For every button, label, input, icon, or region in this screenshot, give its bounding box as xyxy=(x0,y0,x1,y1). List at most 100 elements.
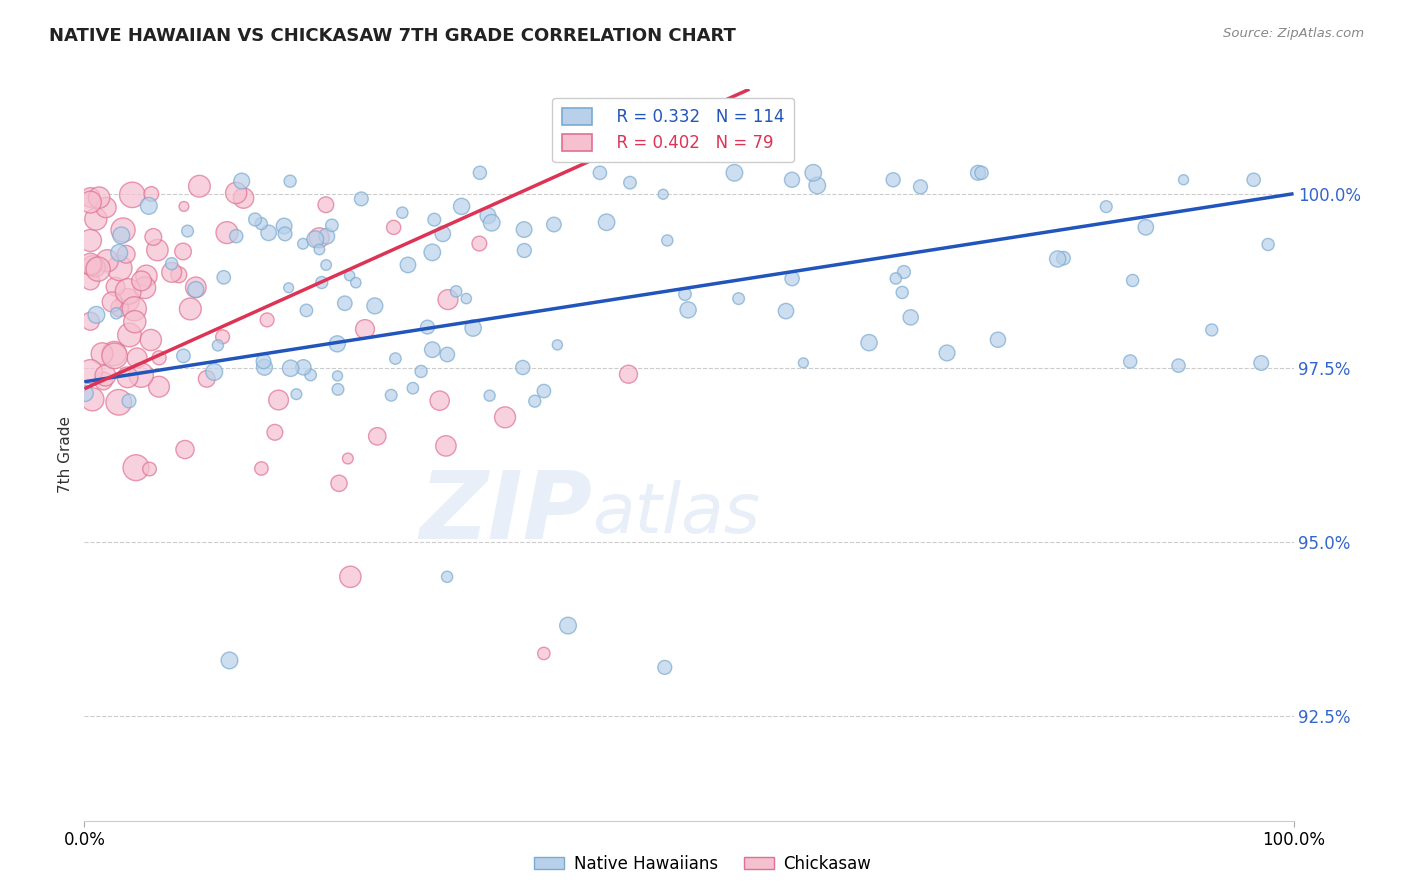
Point xyxy=(806,178,828,193)
Point xyxy=(1243,173,1265,187)
Point xyxy=(125,460,148,475)
Point xyxy=(278,174,301,188)
Point xyxy=(277,281,299,295)
Point xyxy=(420,245,443,260)
Point xyxy=(557,618,579,632)
Point xyxy=(619,176,641,190)
Point xyxy=(84,212,107,227)
Point xyxy=(336,451,359,466)
Point xyxy=(444,285,467,299)
Point xyxy=(882,173,904,187)
Point xyxy=(339,268,361,283)
Point xyxy=(723,166,745,180)
Point xyxy=(1119,354,1142,368)
Point xyxy=(225,229,247,244)
Point xyxy=(315,229,337,244)
Point xyxy=(533,384,555,398)
Point xyxy=(328,476,350,491)
Point xyxy=(267,392,290,407)
Point xyxy=(987,333,1010,347)
Point xyxy=(1250,356,1272,370)
Point xyxy=(402,381,425,395)
Point xyxy=(79,365,101,379)
Point xyxy=(617,368,640,382)
Point xyxy=(792,356,814,370)
Point xyxy=(103,346,125,360)
Point xyxy=(513,244,536,258)
Point xyxy=(344,276,367,290)
Point xyxy=(142,230,165,244)
Point xyxy=(1122,273,1144,287)
Point xyxy=(108,245,131,260)
Point xyxy=(112,223,135,237)
Point xyxy=(134,281,156,295)
Point xyxy=(202,365,225,379)
Point xyxy=(321,219,343,233)
Point xyxy=(311,276,333,290)
Point xyxy=(1201,323,1223,337)
Point xyxy=(211,330,233,344)
Point xyxy=(108,261,131,276)
Point xyxy=(364,299,387,313)
Point xyxy=(101,295,124,310)
Point xyxy=(292,360,315,375)
Point xyxy=(900,310,922,325)
Point xyxy=(315,258,337,272)
Point xyxy=(117,293,139,308)
Point xyxy=(256,313,278,327)
Point xyxy=(121,187,143,202)
Point xyxy=(780,271,803,285)
Point xyxy=(437,293,460,307)
Point xyxy=(96,253,118,268)
Point xyxy=(264,425,287,440)
Point xyxy=(970,166,993,180)
Point xyxy=(94,201,117,215)
Point xyxy=(461,321,484,335)
Point xyxy=(308,231,330,245)
Point xyxy=(195,372,218,386)
Point xyxy=(135,268,157,283)
Point xyxy=(243,212,266,227)
Point xyxy=(79,314,101,328)
Point xyxy=(280,361,302,376)
Y-axis label: 7th Grade: 7th Grade xyxy=(58,417,73,493)
Point xyxy=(304,232,326,246)
Point xyxy=(173,199,195,213)
Point xyxy=(295,303,318,318)
Point xyxy=(125,351,148,365)
Point xyxy=(257,226,280,240)
Point xyxy=(657,234,679,248)
Point xyxy=(138,462,160,476)
Point xyxy=(333,296,356,310)
Point xyxy=(481,216,503,230)
Point xyxy=(89,191,111,205)
Point xyxy=(468,166,491,180)
Point xyxy=(115,247,138,261)
Point xyxy=(167,268,190,282)
Point xyxy=(967,166,990,180)
Point xyxy=(148,380,170,394)
Point xyxy=(172,244,194,259)
Point xyxy=(382,220,405,235)
Point xyxy=(512,360,534,375)
Point xyxy=(79,190,101,204)
Point xyxy=(104,349,127,363)
Point xyxy=(315,198,337,212)
Point xyxy=(910,179,932,194)
Point xyxy=(326,383,349,397)
Point xyxy=(124,315,146,329)
Point xyxy=(1095,200,1118,214)
Point xyxy=(176,224,198,238)
Point xyxy=(79,274,101,288)
Point xyxy=(131,274,153,288)
Point xyxy=(250,217,273,231)
Legend:   R = 0.332   N = 114,   R = 0.402   N = 79: R = 0.332 N = 114, R = 0.402 N = 79 xyxy=(553,97,794,162)
Point xyxy=(429,393,451,408)
Point xyxy=(87,262,110,277)
Point xyxy=(1135,220,1157,235)
Point xyxy=(409,364,432,378)
Point xyxy=(891,285,914,300)
Point xyxy=(124,301,146,316)
Point xyxy=(252,354,274,368)
Point xyxy=(273,219,295,233)
